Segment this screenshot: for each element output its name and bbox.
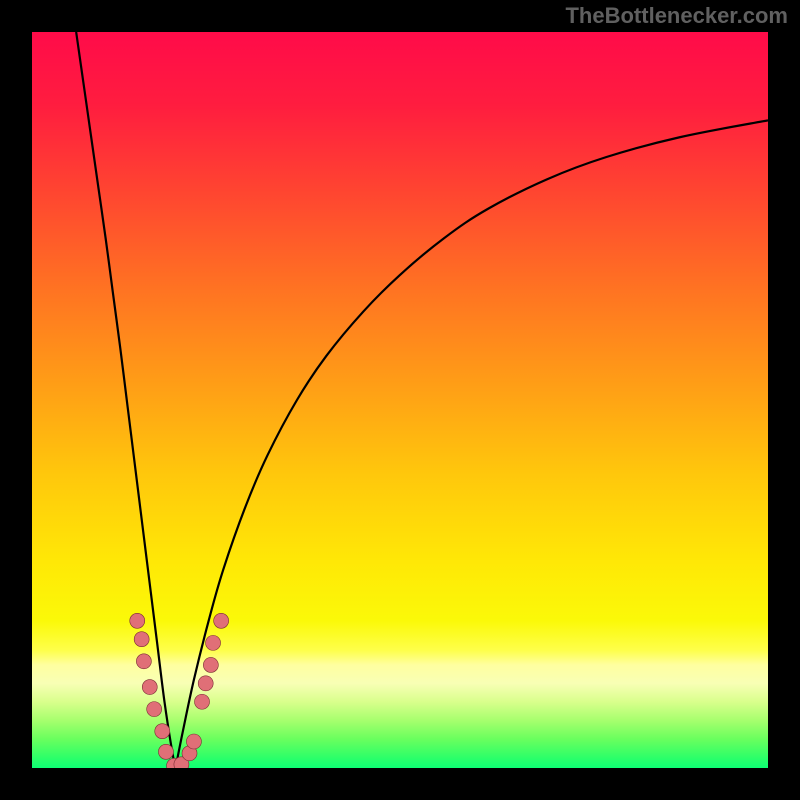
marker-point [203, 657, 218, 672]
marker-point [142, 680, 157, 695]
marker-point [214, 613, 229, 628]
marker-point [155, 724, 170, 739]
marker-point [158, 744, 173, 759]
chart-root: TheBottlenecker.com [0, 0, 800, 800]
marker-point [198, 676, 213, 691]
watermark-text: TheBottlenecker.com [565, 3, 788, 29]
marker-point [136, 654, 151, 669]
marker-point [206, 635, 221, 650]
marker-point [147, 702, 162, 717]
marker-point [186, 734, 201, 749]
marker-point [195, 694, 210, 709]
marker-point [130, 613, 145, 628]
plot-area [32, 32, 768, 768]
plot-svg [32, 32, 768, 768]
marker-point [134, 632, 149, 647]
